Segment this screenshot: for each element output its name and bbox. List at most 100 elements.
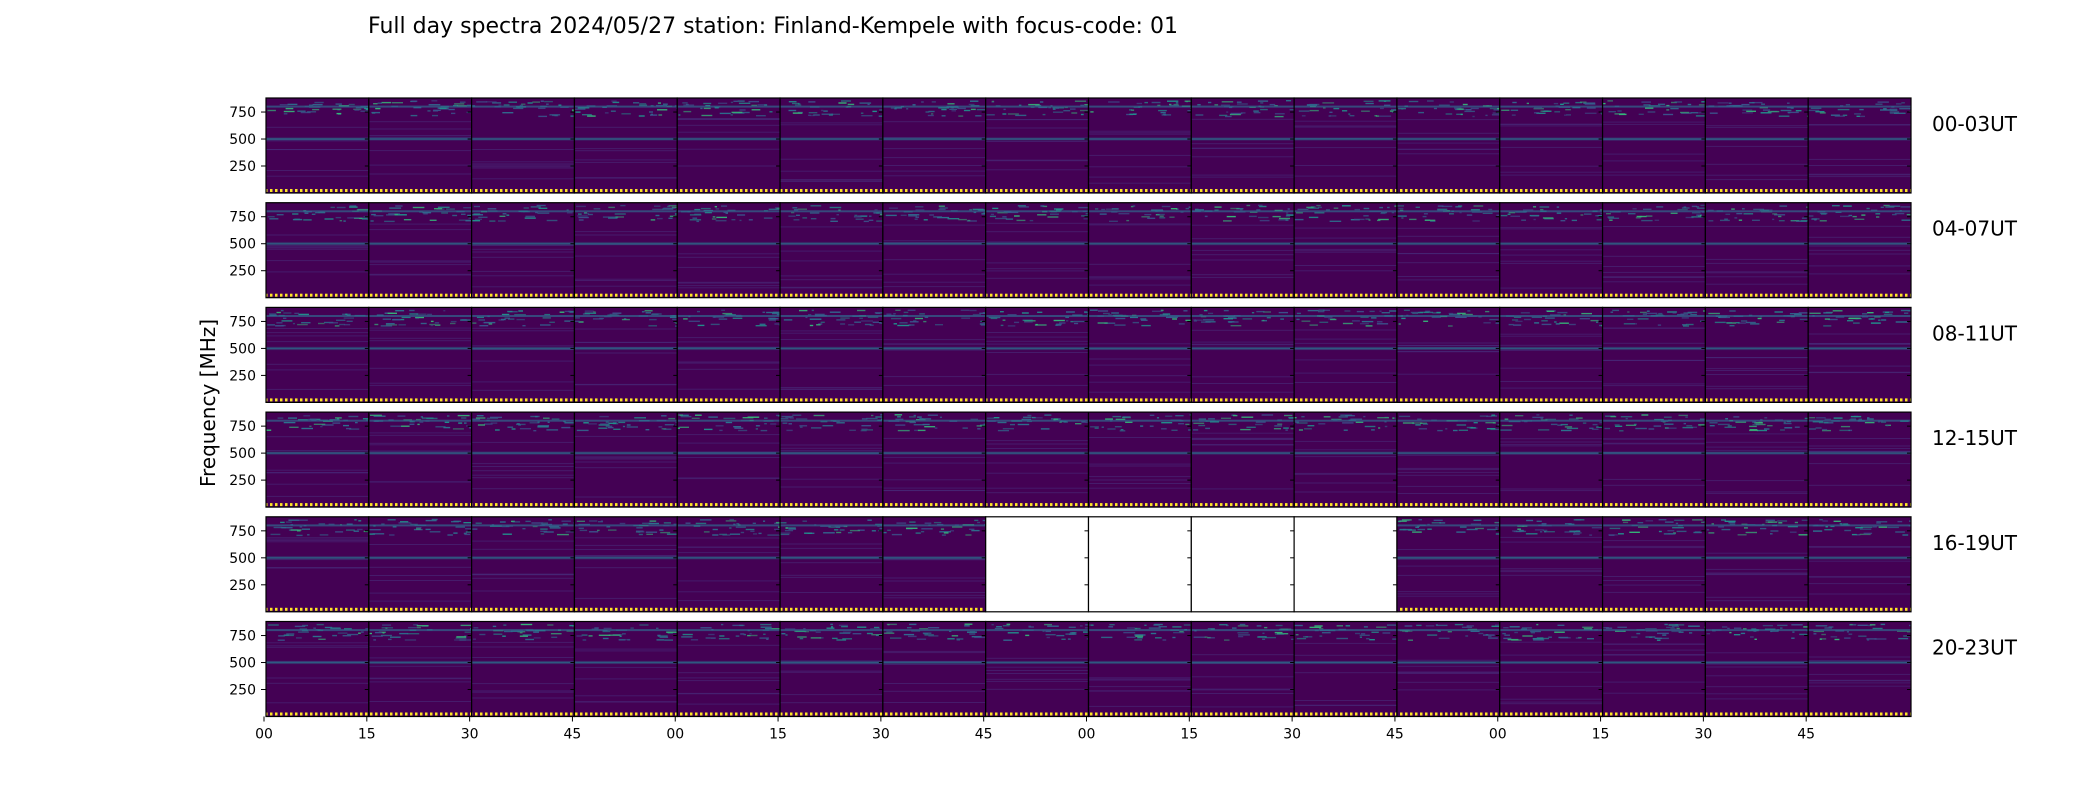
signal-speck: [1649, 636, 1653, 638]
texture-line: [471, 164, 575, 166]
signal-speck: [663, 103, 668, 105]
row-time-label: 20-23UT: [1932, 636, 2018, 660]
panel-background: [882, 516, 986, 612]
signal-speck: [1554, 111, 1561, 113]
band-line: [266, 242, 369, 245]
signal-speck: [814, 313, 825, 316]
spectrum-panel: [1293, 202, 1398, 299]
signal-speck: [575, 111, 581, 113]
spectrum-panel: [676, 620, 781, 718]
signal-speck: [1575, 101, 1583, 104]
signal-speck: [731, 219, 736, 221]
signal-speck: [608, 422, 617, 424]
signal-speck: [1561, 429, 1572, 432]
signal-speck: [951, 635, 959, 637]
panel-background: [1602, 307, 1706, 403]
signal-speck: [484, 321, 496, 324]
signal-speck: [731, 111, 743, 114]
signal-speck: [661, 415, 667, 417]
signal-speck: [1801, 519, 1809, 521]
signal-speck: [861, 425, 872, 427]
signal-speck: [1703, 310, 1706, 312]
signal-speck: [1205, 427, 1210, 430]
signal-speck: [357, 528, 363, 531]
band-line: [780, 138, 883, 140]
signal-speck: [1375, 115, 1380, 117]
signal-speck: [656, 639, 665, 641]
signal-speck: [747, 634, 751, 637]
signal-speck: [843, 631, 852, 633]
texture-line: [882, 594, 986, 596]
signal-speck: [1681, 317, 1689, 319]
signal-speck: [1185, 319, 1192, 322]
signal-speck: [941, 108, 947, 111]
signal-speck: [1885, 206, 1895, 208]
signal-speck: [708, 633, 715, 636]
texture-line: [1191, 329, 1295, 331]
signal-speck: [703, 531, 710, 533]
band-line: [1191, 315, 1295, 317]
texture-line: [882, 157, 986, 159]
signal-speck: [639, 103, 647, 105]
signal-speck: [1900, 206, 1911, 208]
signal-speck: [1687, 311, 1698, 314]
signal-speck: [1345, 625, 1351, 627]
signal-speck: [818, 323, 823, 325]
signal-speck: [1746, 110, 1756, 112]
texture-line: [677, 361, 781, 363]
signal-speck: [1495, 522, 1500, 524]
signal-speck: [360, 631, 364, 633]
texture-line: [1191, 176, 1295, 178]
signal-speck: [1803, 626, 1809, 628]
signal-speck: [532, 525, 538, 528]
texture-line: [1705, 568, 1809, 570]
signal-speck: [548, 519, 552, 521]
texture-line: [1808, 593, 1911, 595]
texture-line: [1499, 262, 1603, 264]
signal-speck: [1286, 214, 1295, 216]
signal-speck: [1706, 633, 1711, 635]
texture-line: [1396, 132, 1500, 134]
signal-speck: [453, 532, 458, 534]
signal-speck: [973, 211, 977, 214]
calibration-dots: [780, 712, 883, 716]
signal-speck: [969, 528, 975, 530]
texture-line: [1088, 679, 1192, 681]
signal-speck: [1285, 429, 1288, 431]
signal-speck: [1625, 417, 1628, 420]
band-line: [780, 105, 883, 108]
texture-line: [368, 229, 472, 231]
panel-background: [1088, 98, 1192, 193]
signal-speck: [1294, 218, 1304, 221]
texture-line: [574, 457, 678, 459]
signal-speck: [1600, 212, 1603, 215]
signal-speck: [1219, 624, 1228, 626]
signal-speck: [1672, 527, 1684, 529]
texture-line: [368, 261, 472, 263]
signal-speck: [1144, 213, 1152, 216]
signal-speck: [888, 207, 898, 209]
signal-speck: [1470, 630, 1480, 632]
signal-speck: [1513, 324, 1522, 326]
band-line: [882, 105, 986, 108]
texture-line: [985, 673, 1089, 674]
signal-speck: [691, 417, 700, 419]
signal-speck: [621, 318, 630, 321]
signal-speck: [1470, 209, 1480, 211]
signal-speck: [1523, 209, 1534, 211]
signal-speck: [399, 632, 409, 635]
signal-speck: [1641, 414, 1649, 416]
signal-speck: [611, 100, 617, 102]
texture-line: [574, 161, 678, 163]
band-line: [368, 242, 472, 245]
signal-speck: [1727, 425, 1732, 427]
signal-speck: [1348, 113, 1351, 115]
signal-speck: [1501, 109, 1510, 111]
signal-speck: [1619, 630, 1624, 632]
calibration-dots: [1602, 712, 1706, 716]
signal-speck: [1632, 208, 1637, 210]
band-line: [368, 105, 472, 108]
signal-speck: [332, 422, 341, 424]
texture-line: [574, 678, 678, 680]
signal-speck: [1028, 103, 1040, 106]
